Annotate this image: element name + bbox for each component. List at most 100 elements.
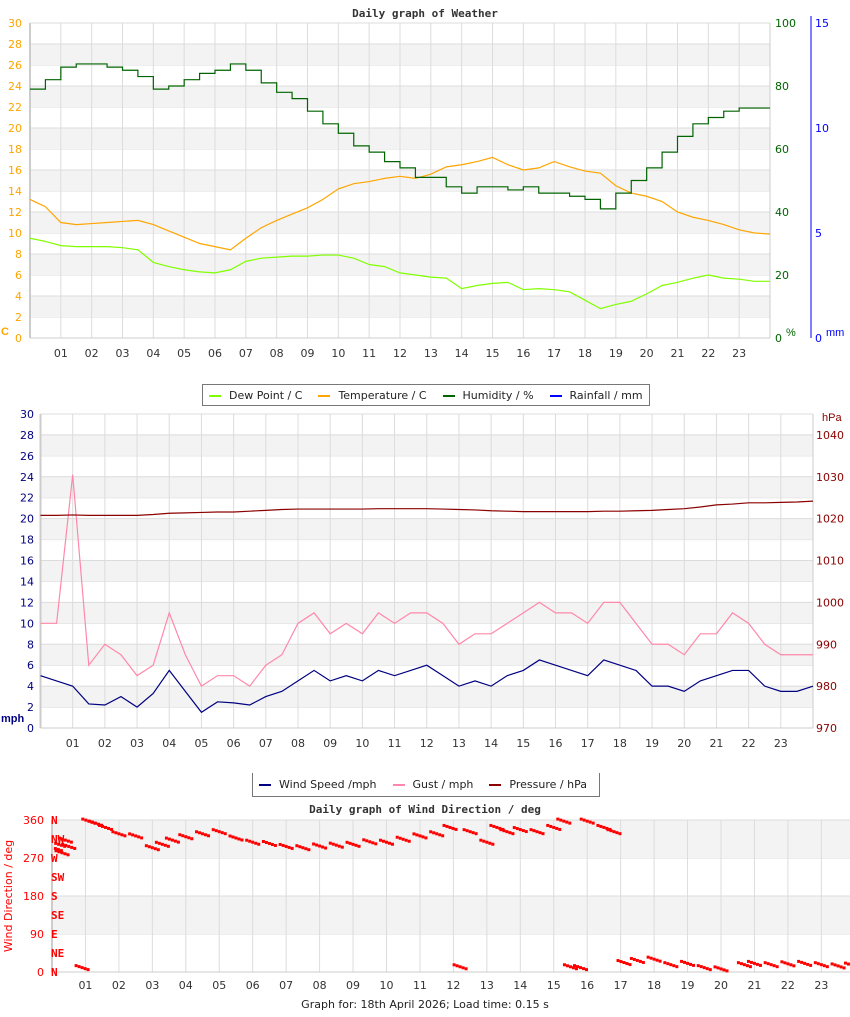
x-tick-label: 15 <box>486 347 500 360</box>
direction-point <box>114 831 118 835</box>
direction-point <box>150 846 154 850</box>
direction-point <box>518 828 522 832</box>
y-tick-label-degrees: 360 <box>23 814 44 827</box>
series-line-temperature <box>29 156 771 251</box>
y-tick-label-temperature: 2 <box>15 311 22 324</box>
y-tick-label-rainfall: 15 <box>815 17 829 30</box>
direction-point <box>515 827 519 831</box>
x-tick-label: 07 <box>259 737 273 750</box>
direction-point <box>404 838 408 842</box>
direction-point <box>464 967 468 971</box>
direction-point <box>144 844 148 848</box>
x-tick-label: 12 <box>446 979 460 992</box>
direction-point <box>663 961 667 965</box>
direction-point <box>692 963 696 967</box>
direction-point <box>234 836 238 840</box>
direction-point <box>565 964 569 968</box>
x-tick-label: 19 <box>609 347 623 360</box>
direction-point <box>354 843 358 847</box>
direction-point <box>257 842 261 846</box>
direction-point <box>371 841 375 845</box>
x-tick-label: 23 <box>732 347 746 360</box>
direction-point <box>267 841 271 845</box>
direction-point <box>59 849 63 853</box>
direction-point <box>231 835 235 839</box>
x-tick-label: 05 <box>212 979 226 992</box>
direction-point <box>184 835 188 839</box>
footer-status: Graph for: 18th April 2026; Load time: 0… <box>301 998 549 1011</box>
compass-label: S <box>51 890 58 903</box>
direction-point <box>160 842 164 846</box>
direction-point <box>780 960 784 964</box>
x-tick-label: 12 <box>393 347 407 360</box>
y-tick-label-mph: 14 <box>20 575 34 588</box>
direction-point <box>178 833 182 837</box>
direction-point <box>123 834 127 838</box>
direction-point <box>452 963 456 967</box>
direction-point <box>606 828 610 832</box>
y-tick-label-pressure: 1010 <box>816 555 844 568</box>
x-tick-label: 22 <box>701 347 715 360</box>
y-tick-label-pressure: 1040 <box>816 429 844 442</box>
direction-point <box>789 963 793 967</box>
direction-point <box>616 959 620 963</box>
legend-humidity: Humidity / % <box>442 389 534 402</box>
direction-point <box>240 838 244 842</box>
direction-point <box>822 964 826 968</box>
x-tick-label: 14 <box>513 979 527 992</box>
y-tick-label-degrees: 270 <box>23 852 44 865</box>
x-tick-label: 01 <box>54 347 68 360</box>
direction-point <box>201 832 205 836</box>
y-tick-label-mph: 4 <box>27 680 34 693</box>
temperature-unit-label: C <box>1 326 9 338</box>
direction-point <box>638 959 642 963</box>
y-tick-label-rainfall: 10 <box>815 122 829 135</box>
direction-point <box>140 836 144 840</box>
dewpoint-swatch <box>209 394 221 397</box>
direction-point <box>438 833 442 837</box>
x-tick-label: 20 <box>640 347 654 360</box>
direction-point <box>137 835 141 839</box>
direction-point <box>491 842 495 846</box>
y-tick-label-temperature: 28 <box>8 38 22 51</box>
direction-point <box>725 969 729 973</box>
y-tick-label-temperature: 14 <box>8 185 22 198</box>
direction-point <box>538 831 542 835</box>
x-tick-label: 18 <box>578 347 592 360</box>
direction-point <box>287 845 291 849</box>
direction-point <box>248 839 252 843</box>
direction-point <box>745 964 749 968</box>
y-tick-label-mph: 22 <box>20 492 34 505</box>
direction-point <box>609 829 613 833</box>
x-tick-label: 08 <box>270 347 284 360</box>
direction-point <box>345 840 349 844</box>
direction-point <box>689 962 693 966</box>
direction-point <box>541 832 545 836</box>
y-tick-label-humidity: 60 <box>775 143 789 156</box>
direction-point <box>223 832 227 836</box>
y-tick-label-pressure: 1030 <box>816 471 844 484</box>
direction-point <box>632 957 636 961</box>
direction-point <box>495 825 499 829</box>
direction-point <box>658 959 662 963</box>
y-tick-label-mph: 8 <box>27 638 34 651</box>
direction-point <box>107 826 111 830</box>
direction-point <box>284 844 288 848</box>
x-tick-label: 06 <box>227 737 241 750</box>
x-tick-label: 20 <box>714 979 728 992</box>
direction-point <box>237 837 241 841</box>
x-tick-label: 08 <box>291 737 305 750</box>
direction-point <box>220 831 224 835</box>
y-tick-label-pressure: 970 <box>816 722 837 735</box>
direction-point <box>173 839 177 843</box>
y-tick-label-temperature: 12 <box>8 206 22 219</box>
x-tick-label: 06 <box>208 347 222 360</box>
direction-point <box>328 841 332 845</box>
x-tick-label: 11 <box>362 347 376 360</box>
direction-point <box>579 817 583 821</box>
y-tick-label-mph: 18 <box>20 534 34 547</box>
x-tick-label: 13 <box>452 737 466 750</box>
direction-point <box>833 963 837 967</box>
direction-point <box>615 831 619 835</box>
x-tick-label: 08 <box>313 979 327 992</box>
